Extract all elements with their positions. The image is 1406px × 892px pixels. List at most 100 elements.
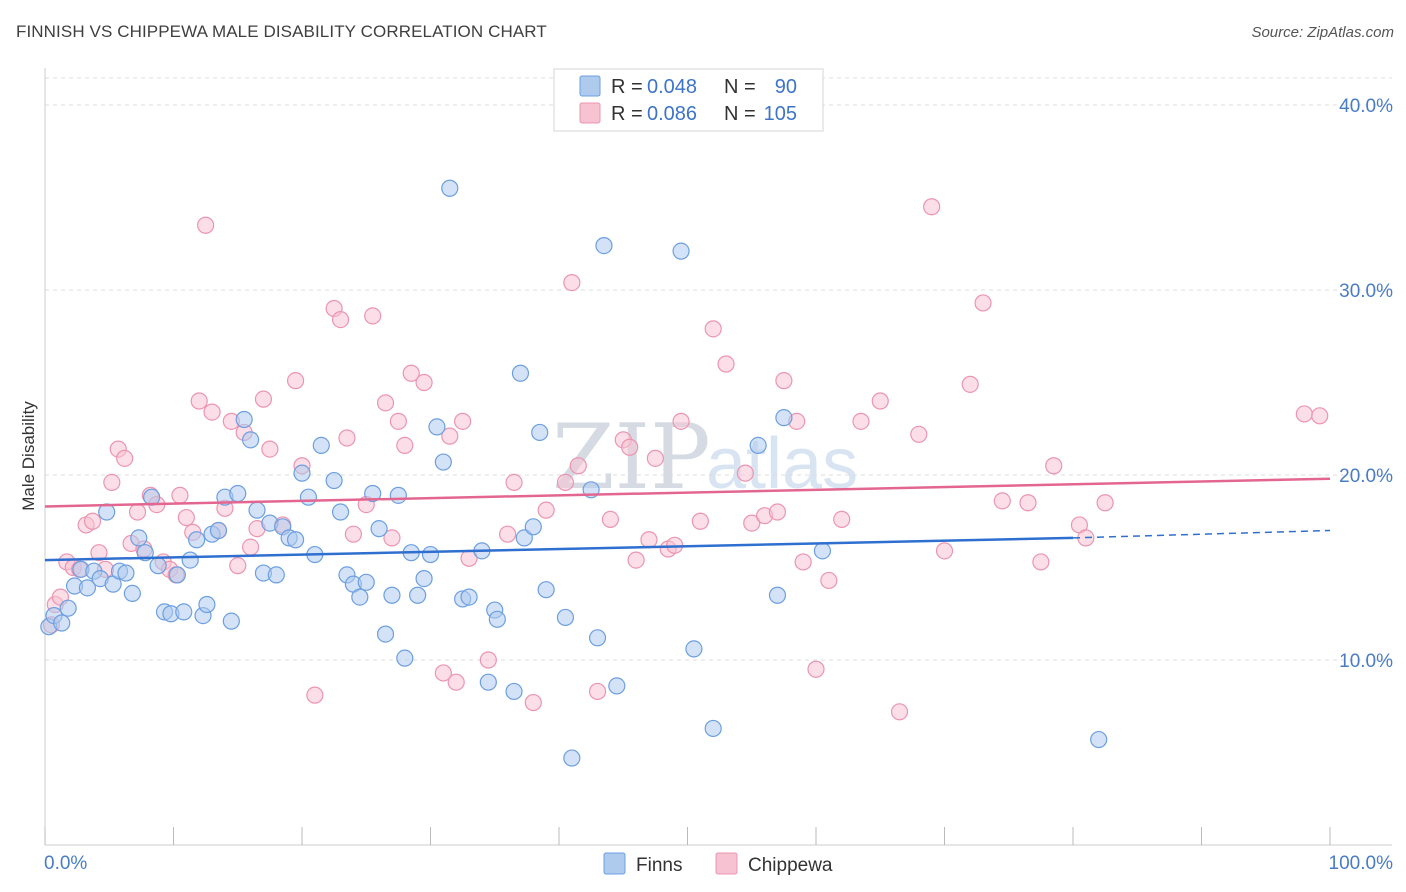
chippewa-point [974,294,992,312]
chippewa-point [203,403,221,421]
chippewa-point [364,307,382,325]
bottom-legend-label-chippewa: Chippewa [748,855,833,876]
finns-point [209,521,228,540]
chippewa-point [1295,405,1313,423]
finns-point [505,682,523,701]
y-tick-label: 40.0% [1339,96,1393,117]
chippewa-point [704,320,722,338]
finns-point [488,610,506,628]
finns-point [312,436,330,454]
y-tick-label: 30.0% [1339,281,1393,302]
finns-point [229,484,247,503]
chippewa-point [1045,457,1063,475]
chippewa-point [383,529,401,547]
chippewa-point [569,457,587,475]
chippewa-point [646,449,664,467]
series-chippewa-points [42,198,1329,721]
chippewa-point [556,473,575,491]
chippewa-point [601,510,620,529]
chippewa-point [775,372,793,390]
legend-r-value-chippewa: 0.086 [647,103,697,125]
finns-point [524,518,542,536]
finns-point [775,409,793,427]
finns-point [53,614,71,632]
grid-lines [45,77,1392,661]
chippewa-point [524,693,542,712]
chippewa-point [871,392,889,410]
bottom-legend-label-finns: Finns [636,855,682,876]
chippewa-point [993,492,1011,510]
finns-point [595,237,613,255]
chippewa-point [736,464,754,482]
finns-point [351,588,369,606]
chippewa-point [376,394,395,412]
chippewa-point [640,531,658,549]
finns-point [149,557,167,575]
chippewa-point [415,373,433,392]
chippewa-point [479,651,497,669]
finns-point [198,595,216,614]
finns-point [370,520,388,538]
chippewa-point [621,438,639,456]
y-tick-label: 20.0% [1339,466,1393,487]
chippewa-point [807,660,825,678]
chippewa-point [402,364,420,382]
chart-source: Source: ZipAtlas.com [1251,24,1394,41]
finns-point [383,586,401,604]
legend-n-value-finns: 90 [775,76,797,98]
chippewa-point [833,510,851,529]
chippewa-point [229,557,247,575]
chippewa-point [389,412,407,430]
chippewa-point [852,412,870,430]
chippewa-point [286,372,305,390]
chippewa-point [171,486,189,504]
finns-point [511,364,530,382]
finns-point [123,584,141,603]
chippewa-point [588,682,607,701]
finns-point [515,529,533,547]
legend-r-label-chippewa: R = [611,103,643,125]
finns-point [78,579,97,597]
legend-n-label-finns: N = [724,76,756,98]
legend: R = 0.048 N = 90 R = 0.086 N = 105 [553,68,824,132]
bottom-legend: Finns Chippewa [603,852,833,876]
finns-point [364,484,382,503]
finns-point [749,436,767,454]
finns-point [59,599,77,617]
chippewa-point [794,553,812,571]
finns-point [415,569,433,588]
finns-point [588,629,607,647]
finns-point [428,418,446,436]
finns-trend-extension [1072,529,1331,539]
finns-point [168,566,186,584]
trend-lines [44,477,1331,562]
chippewa-point [961,375,979,393]
chippewa-point [441,427,459,445]
finns-point [267,566,285,584]
legend-swatch-finns [579,75,601,97]
legend-r-value-finns: 0.048 [647,76,697,98]
chippewa-point [177,508,195,527]
chippewa-point [820,571,838,590]
chippewa-point [890,703,909,721]
bottom-legend-swatch-finns [603,852,626,875]
chippewa-trend-line [44,477,1331,508]
finns-point [331,503,350,521]
chippewa-point [190,392,208,410]
chippewa-point [128,503,147,521]
finns-point [175,603,193,621]
finns-point [357,573,375,591]
legend-r-label-finns: R = [611,76,643,98]
finns-point [556,608,575,627]
finns-point [608,677,626,695]
chippewa-point [1032,553,1050,571]
legend-n-value-chippewa: 105 [764,103,797,125]
y-axis-tick-labels: 10.0% 20.0% 30.0% 40.0% [1339,96,1393,672]
y-axis-title: Male Disability [19,401,38,511]
finns-point [181,551,199,569]
finns-point [376,625,395,643]
finns-point [235,410,253,429]
finns-point [441,179,459,197]
chippewa-point [197,216,215,234]
